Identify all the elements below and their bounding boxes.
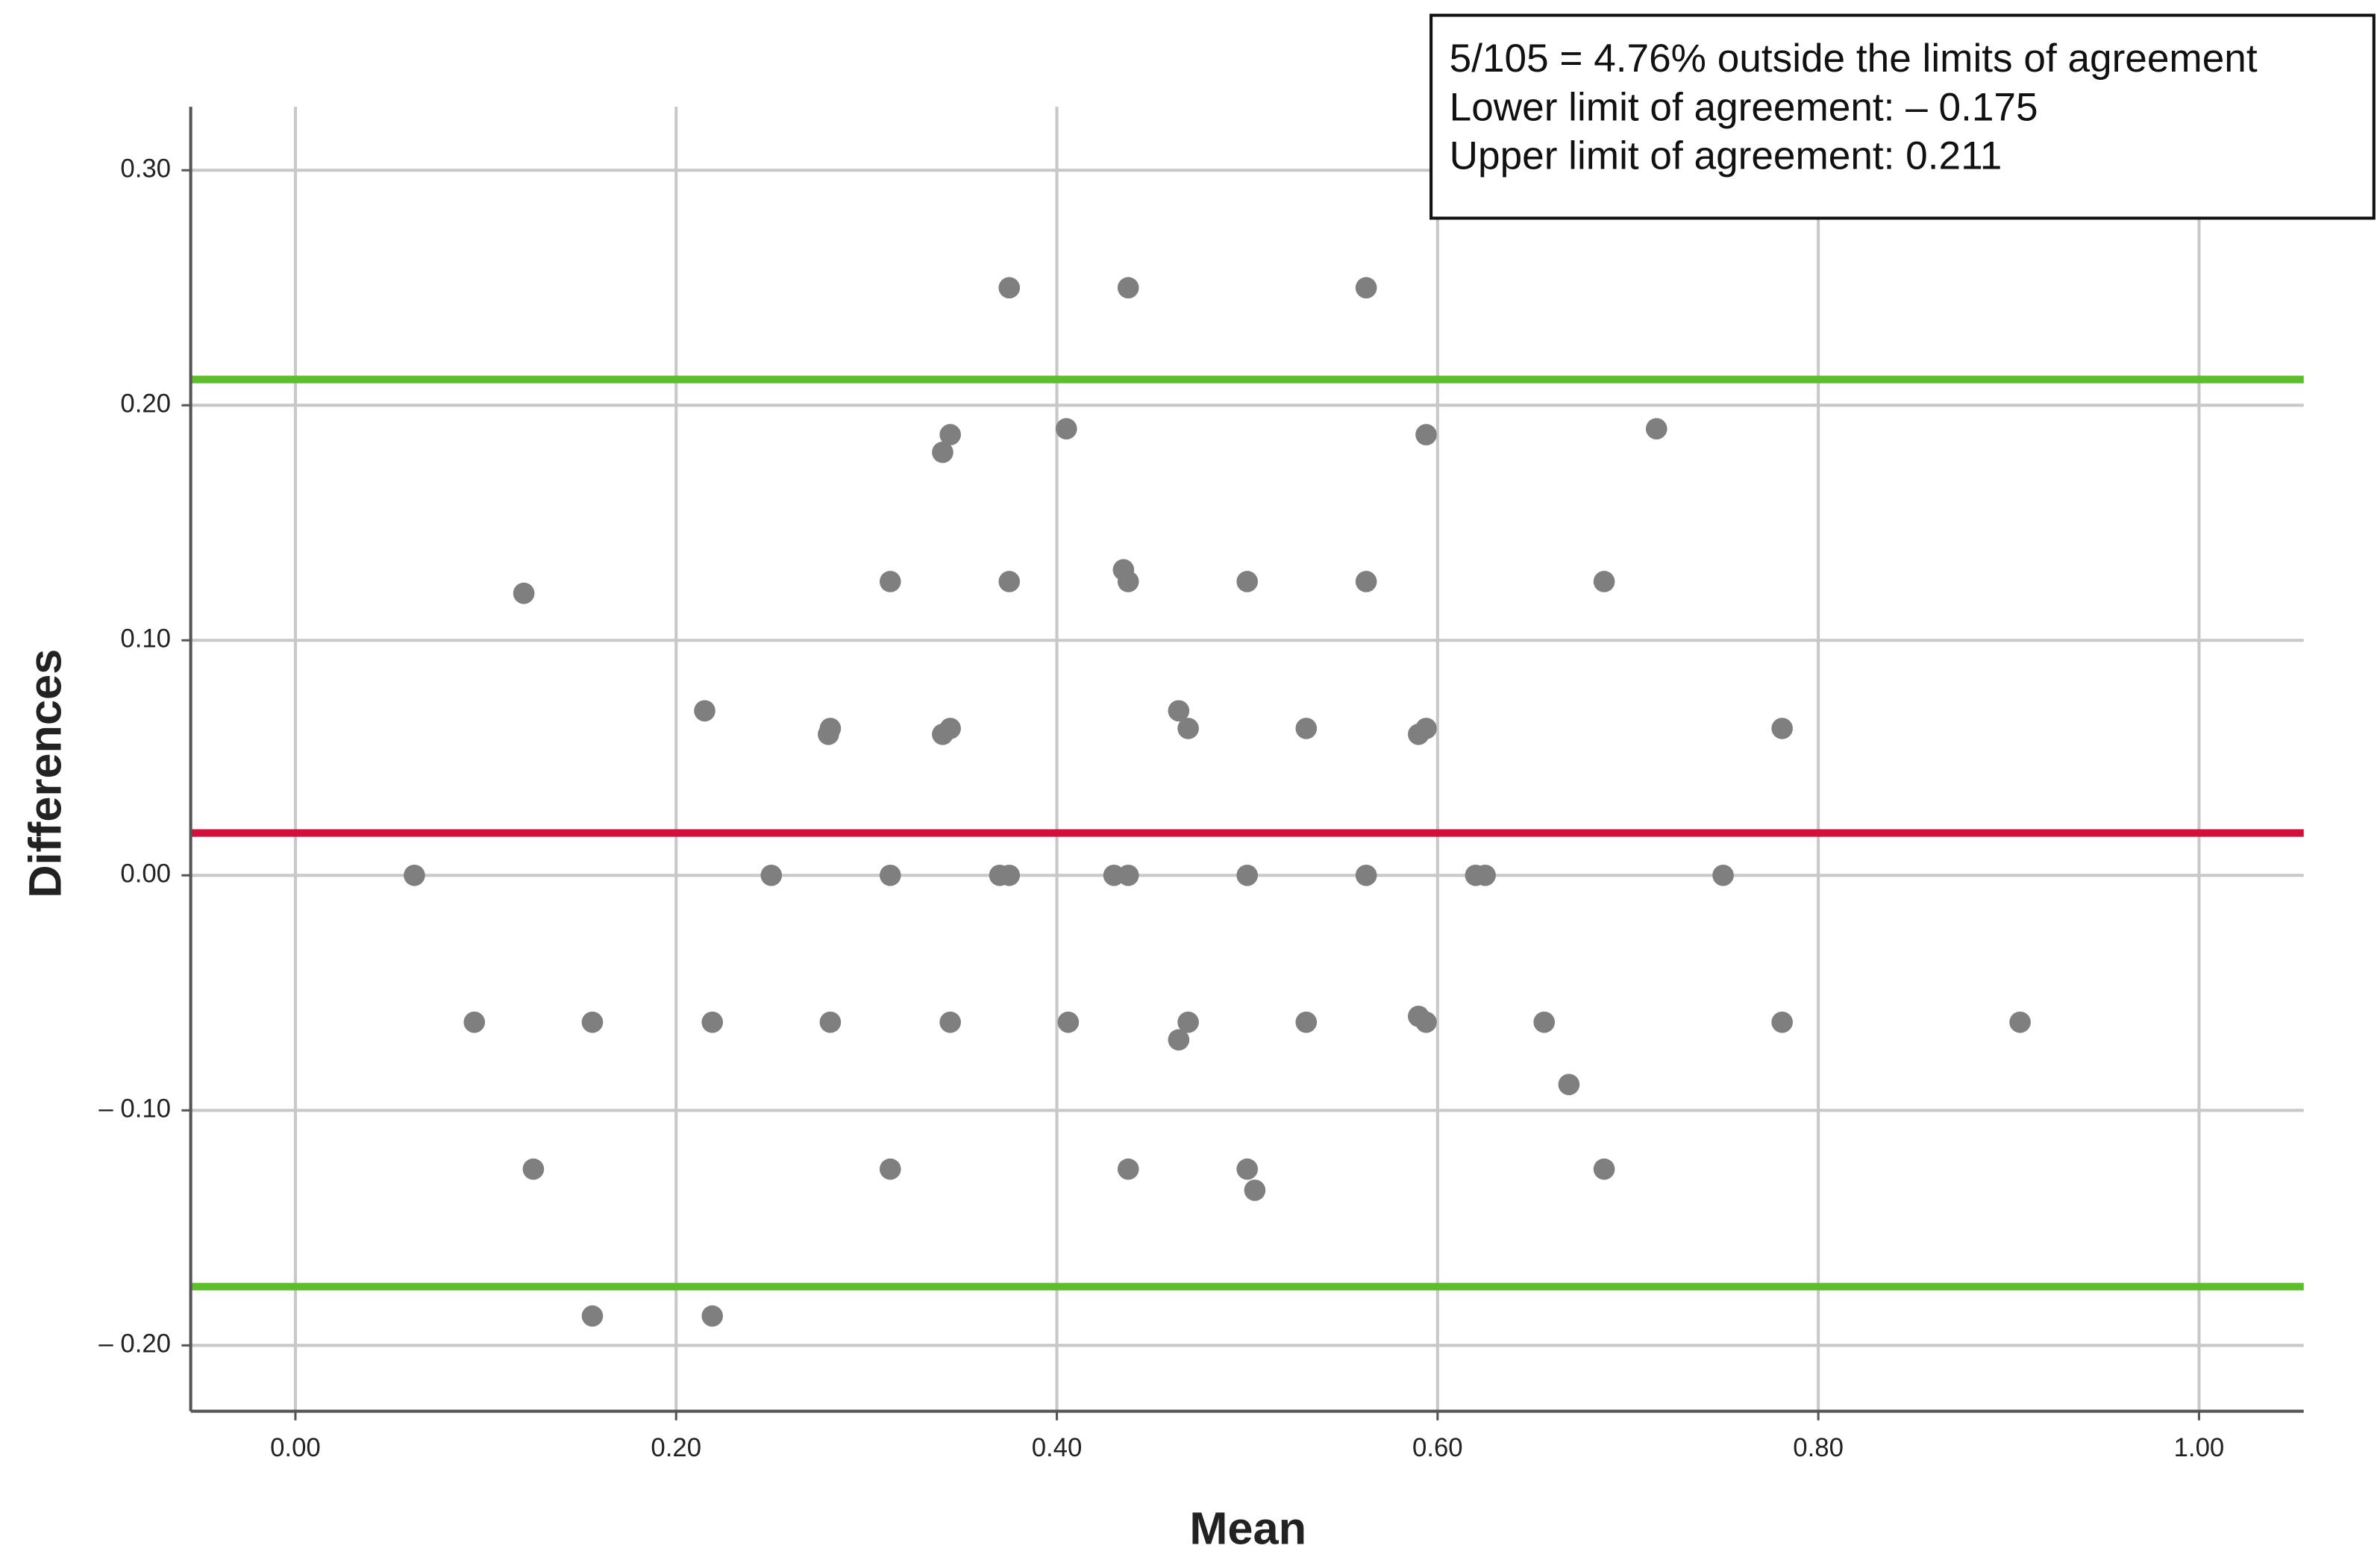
point — [1771, 1011, 1793, 1033]
point — [463, 1011, 486, 1033]
point — [2009, 1011, 2031, 1033]
x-axis-title: Mean — [1189, 1502, 1306, 1553]
x-tick-label: 0.80 — [1793, 1434, 1844, 1462]
point — [1295, 1011, 1318, 1033]
y-tick-label: – 0.20 — [98, 1330, 171, 1359]
point — [1168, 1029, 1190, 1051]
point — [1055, 418, 1077, 440]
x-tick-label: 0.00 — [270, 1434, 321, 1462]
point — [1533, 1011, 1556, 1033]
point — [1177, 1011, 1199, 1033]
y-tick-label: 0.10 — [120, 624, 171, 653]
point — [1355, 571, 1377, 592]
x-tick-label: 0.20 — [651, 1434, 701, 1462]
point — [1771, 718, 1793, 739]
point — [1244, 1180, 1266, 1201]
y-axis-title: Differences — [19, 649, 71, 898]
point — [1236, 1158, 1258, 1180]
point — [1112, 559, 1135, 581]
point — [1645, 418, 1667, 440]
y-tick-label: 0.30 — [120, 154, 171, 183]
point — [694, 700, 715, 722]
point — [1168, 700, 1190, 722]
annotation: Lower limit of agreement: – 0.175 — [1450, 85, 2038, 129]
point — [522, 1158, 545, 1180]
point — [939, 1011, 961, 1033]
point — [701, 1305, 724, 1327]
point — [879, 864, 901, 886]
y-tick-label: 0.20 — [120, 389, 171, 418]
point — [513, 582, 535, 604]
x-tick-label: 1.00 — [2174, 1434, 2225, 1462]
point — [1117, 1158, 1139, 1180]
annotation: 5/105 = 4.76% outside the limits of agre… — [1450, 37, 2258, 81]
point — [581, 1011, 604, 1033]
point — [879, 1158, 901, 1180]
point — [1415, 1011, 1437, 1033]
point — [1355, 277, 1377, 299]
reference-lines — [190, 375, 2304, 1291]
point — [1295, 718, 1318, 739]
point — [760, 864, 783, 886]
x-tick-label: 0.60 — [1412, 1434, 1463, 1462]
point — [819, 1011, 842, 1033]
annotation: Upper limit of agreement: 0.211 — [1450, 134, 2002, 178]
point — [1057, 1011, 1080, 1033]
point — [932, 441, 953, 463]
point — [404, 864, 425, 886]
y-tick-label: – 0.10 — [98, 1094, 171, 1123]
grid: 0.00 0.20 0.40 0.60 0.80 1.00 – 0.20 – 0.10 0.00… — [98, 107, 2304, 1462]
point — [1236, 571, 1258, 592]
point — [1415, 718, 1437, 739]
point — [998, 864, 1021, 886]
point — [1712, 864, 1734, 886]
point — [1593, 571, 1615, 592]
point — [701, 1011, 724, 1033]
point — [939, 424, 961, 445]
annotation-box — [1429, 13, 2376, 220]
point — [1474, 864, 1496, 886]
point — [1177, 718, 1199, 739]
point — [1236, 864, 1258, 886]
point — [939, 718, 961, 739]
y-tick-label: 0.00 — [120, 859, 171, 888]
point — [1355, 864, 1377, 886]
point — [879, 571, 901, 592]
point — [1117, 277, 1139, 299]
point — [998, 277, 1021, 299]
point — [1415, 424, 1437, 445]
point — [1593, 1158, 1615, 1180]
points — [404, 277, 2031, 1327]
point — [1558, 1074, 1580, 1095]
x-tick-label: 0.40 — [1032, 1434, 1083, 1462]
point — [819, 718, 842, 739]
point — [1117, 864, 1139, 886]
point — [998, 571, 1021, 592]
point — [581, 1305, 604, 1327]
